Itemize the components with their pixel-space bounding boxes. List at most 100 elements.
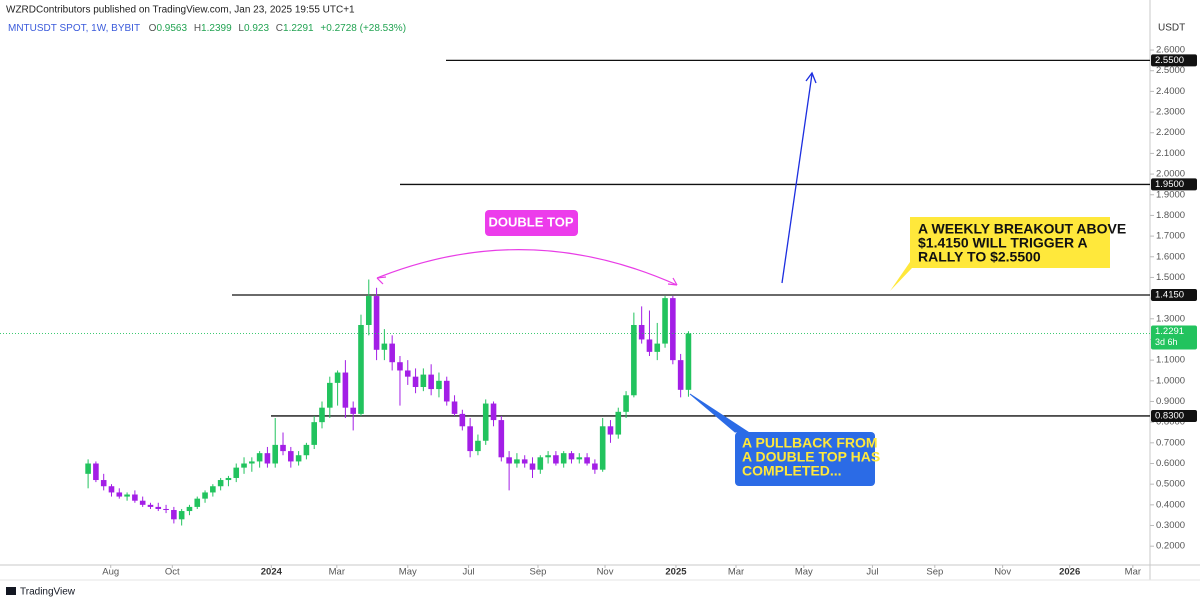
candle-body (288, 451, 294, 462)
candle-body (412, 376, 419, 388)
x-tick-label: 2026 (1059, 567, 1080, 578)
y-tick-label: 0.7000 (1156, 437, 1185, 448)
candle-body (93, 463, 99, 481)
x-tick-label: Aug (102, 567, 119, 578)
ohlc-label: H (194, 23, 201, 34)
breakout-text: RALLY TO $2.5500 (918, 249, 1041, 265)
x-tick-label: Mar (1125, 567, 1141, 578)
candle-body (350, 407, 356, 414)
level-badge (1151, 178, 1197, 191)
x-tick-label: 2025 (665, 567, 687, 578)
ohlc-label: L (238, 23, 244, 34)
double-top-box (485, 210, 578, 236)
candle-body (607, 426, 614, 435)
candle-body (599, 426, 606, 470)
y-tick-label: 1.8000 (1156, 210, 1185, 221)
x-tick-label: Sep (926, 567, 943, 578)
y-tick-label: 2.4000 (1156, 86, 1185, 97)
x-tick-label: May (795, 567, 813, 578)
y-tick-label: 2.3000 (1156, 107, 1185, 118)
y-tick-label: 1.9000 (1156, 189, 1185, 200)
candle-body (498, 420, 505, 458)
y-tick-label: 1.6000 (1156, 251, 1185, 262)
candle-body (358, 324, 364, 414)
ohlc-value: 0.9563 (156, 23, 187, 34)
candle-body (428, 374, 434, 390)
y-tick-label: 0.2000 (1156, 541, 1185, 552)
level-label: 2.5500 (1155, 55, 1184, 66)
candle-body (124, 494, 130, 497)
candle-body (389, 343, 395, 363)
candle-body (443, 380, 450, 402)
level-label: 1.4150 (1155, 290, 1184, 301)
candle-body (646, 339, 653, 352)
y-tick-label: 0.6000 (1156, 458, 1185, 469)
y-tick-label: 0.3000 (1156, 520, 1185, 531)
level-badge (1151, 409, 1197, 422)
x-tick-label: Nov (597, 567, 614, 578)
ohlc-value: 0.923 (244, 23, 269, 34)
ohlc-value: 1.2399 (201, 23, 232, 34)
change: +0.2728 (+28.53%) (320, 23, 406, 34)
candle-body (132, 494, 138, 501)
candle-body (397, 362, 403, 371)
candle-body (225, 477, 232, 481)
candle-body (568, 453, 575, 460)
candle-body (623, 395, 629, 412)
candle-body (529, 463, 536, 470)
level-badge (1151, 54, 1197, 67)
candle-body (319, 407, 325, 423)
y-tick-label: 0.5000 (1156, 479, 1185, 490)
candle-body (545, 455, 551, 458)
x-tick-label: Mar (728, 567, 744, 578)
candle-body (280, 444, 286, 452)
candle-body (108, 486, 115, 493)
ohlc-header: MNTUSDT SPOT, 1W, BYBIT O0.9563 H1.2399 … (8, 23, 406, 34)
publisher: WZRDContributors published on TradingVie… (6, 5, 355, 16)
tradingview-logo: TradingView (6, 587, 76, 598)
candle-body (459, 413, 466, 427)
y-tick-label: 1.3000 (1156, 313, 1185, 324)
rally-arrowhead (805, 71, 817, 84)
candle-body (654, 343, 661, 352)
candle-body (210, 486, 216, 493)
double-top-label: DOUBLE TOP (489, 214, 574, 229)
candle-body (155, 506, 162, 509)
candle-body (482, 403, 489, 441)
ohlc-label: O (149, 23, 157, 34)
candle-body (615, 411, 622, 435)
candle-body (85, 463, 91, 474)
y-tick-label: 0.9000 (1156, 396, 1185, 407)
candle-body (186, 506, 193, 512)
y-tick-label: 2.0000 (1156, 169, 1185, 180)
breakout-text: $1.4150 WILL TRIGGER A (918, 235, 1088, 251)
rally-arrow (781, 73, 813, 284)
y-tick-label: 2.5000 (1156, 65, 1185, 76)
ohlc-label: C (276, 23, 283, 34)
double-top-arc (376, 249, 678, 286)
candle-body (475, 440, 481, 452)
candle-body (576, 457, 583, 460)
level-label: 1.9500 (1155, 179, 1184, 190)
candle-body (592, 463, 598, 470)
candle-body (163, 508, 169, 511)
candle-body (560, 453, 567, 464)
candle-body (178, 511, 185, 520)
x-tick-label: Nov (994, 567, 1011, 578)
candle-body (490, 403, 497, 421)
candle-body (467, 426, 473, 452)
candle-body (381, 343, 388, 350)
candle-body (451, 401, 458, 414)
candle-body (662, 298, 668, 344)
breakout-callout (890, 217, 1110, 291)
y-tick-label: 1.0000 (1156, 375, 1185, 386)
candle-body (241, 463, 247, 468)
candle-body (171, 510, 177, 520)
x-tick-label: May (399, 567, 417, 578)
x-tick-label: 2024 (261, 567, 283, 578)
ohlc-value: 1.2291 (283, 23, 314, 34)
candle-body (365, 296, 372, 325)
y-tick-label: 1.1000 (1156, 355, 1185, 366)
y-tick-label: 2.1000 (1156, 148, 1185, 159)
